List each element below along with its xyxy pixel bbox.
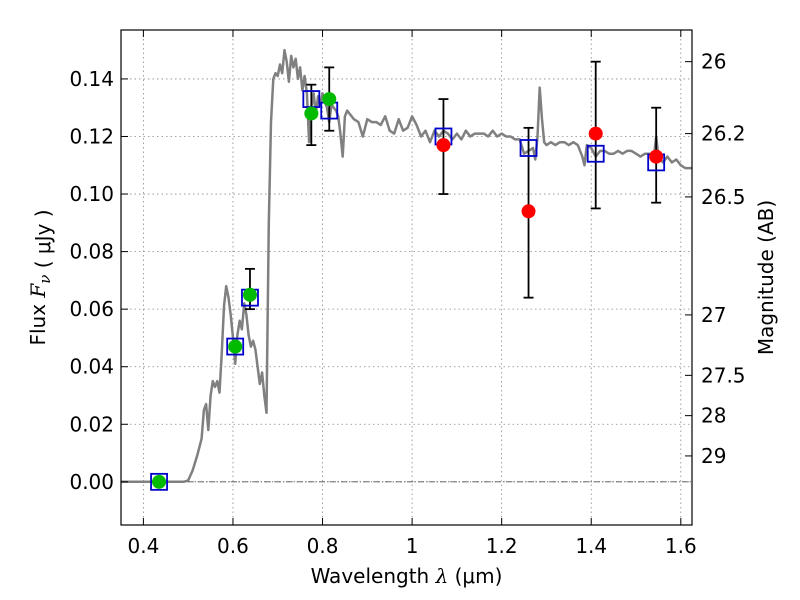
grid	[121, 30, 692, 525]
green-data-point	[228, 339, 243, 354]
model-box-marker	[150, 472, 168, 491]
model-box-marker	[226, 337, 245, 356]
model-box-marker	[519, 139, 538, 157]
measured-points-series	[152, 92, 664, 489]
x-tick-label: 1.2	[486, 534, 518, 558]
green-data-point	[152, 474, 167, 489]
red-data-point	[436, 138, 451, 153]
y2-tick-label: 28	[701, 404, 726, 428]
y2-axis-label: Magnitude (AB)	[754, 200, 778, 355]
y2-tick-label: 27.5	[701, 363, 746, 387]
red-data-point	[649, 149, 664, 164]
y-tick-label: 0.06	[69, 297, 114, 321]
red-data-point	[588, 126, 603, 141]
y-tick-label: 0.10	[69, 182, 114, 206]
red-data-point	[521, 204, 536, 219]
green-data-point	[322, 92, 337, 107]
y2-tick-label: 26.2	[701, 122, 746, 146]
y-axis-label: Flux Fν ( μJy )	[26, 209, 55, 345]
x-axis-label: Wavelength λ (μm)	[311, 564, 503, 588]
x-tick-label: 0.8	[307, 534, 339, 558]
y-tick-label: 0.00	[69, 470, 114, 494]
x-tick-label: 0.6	[217, 534, 249, 558]
y-tick-label: 0.02	[69, 412, 114, 436]
y-tick-label: 0.14	[69, 67, 114, 91]
green-data-point	[242, 287, 257, 302]
y2-tick-label: 26	[701, 50, 726, 74]
spectrum-series	[121, 48, 692, 484]
green-data-point	[304, 106, 319, 121]
x-tick-label: 0.4	[127, 534, 159, 558]
y2-tick-label: 27	[701, 303, 726, 327]
y2-tick-label: 29	[701, 444, 726, 468]
plot-frame	[120, 29, 693, 526]
y-tick-label: 0.08	[69, 240, 114, 264]
ticks: 0.4 0.6 0.8 1 1.2 1.4 1.6 0.00 0.02 0.04 0.06 0.08 0…	[69, 30, 746, 558]
y2-tick-label: 26.5	[701, 185, 746, 209]
y-tick-label: 0.04	[69, 355, 114, 379]
spectrum-line	[121, 48, 692, 484]
y-tick-label: 0.12	[69, 124, 114, 148]
model-box-marker	[586, 144, 605, 163]
x-tick-label: 1.6	[665, 534, 697, 558]
x-tick-label: 1.4	[575, 534, 607, 558]
x-tick-label: 1	[406, 534, 419, 558]
